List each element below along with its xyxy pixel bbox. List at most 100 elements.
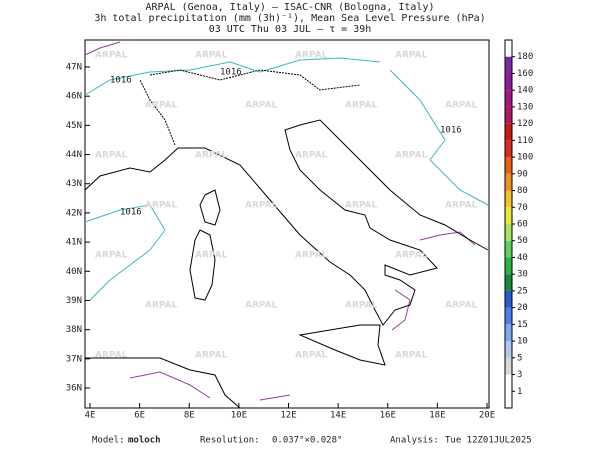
colorbar-label: 130 xyxy=(517,102,533,112)
colorbar-segment xyxy=(505,307,512,325)
colorbar-label: 90 xyxy=(517,169,528,179)
lat-label: 44N xyxy=(66,150,82,160)
colorbar-label: 5 xyxy=(517,353,522,363)
lat-label: 45N xyxy=(66,121,82,131)
lat-label: 38N xyxy=(66,325,82,335)
lon-label: 12E xyxy=(280,411,296,421)
border xyxy=(139,69,361,146)
watermark: ARPAL xyxy=(395,351,428,361)
axes: 4E 6E 8E 10E 12E 14E 16E 18E 20E 47N 46N 45N 44N 43N 4… xyxy=(66,63,495,421)
colorbar-segment xyxy=(505,240,512,258)
colorbar-label: 100 xyxy=(517,153,533,163)
lat-label: 36N xyxy=(66,384,82,394)
lon-label: 20E xyxy=(479,411,495,421)
colorbar-segment xyxy=(505,190,512,208)
header-line: 3h total precipitation (mm (3h)⁻¹), Mean… xyxy=(94,13,485,24)
footer-value: 0.037°×0.028° xyxy=(272,436,342,446)
footer: Model: moloch Resolution: 0.037°×0.028° … xyxy=(92,436,532,446)
lat-label: 41N xyxy=(66,238,82,248)
colorbar: 1 3 5 10 15 20 25 30 40 50 60 70 80 90 100 110 120 130 140… xyxy=(504,39,533,409)
watermark: ARPAL xyxy=(245,201,278,211)
colorbar-label: 30 xyxy=(517,270,528,280)
colorbar-label: 70 xyxy=(517,203,528,213)
colorbar-segment xyxy=(505,324,512,342)
isobar-label: 1016 xyxy=(110,76,132,86)
colorbar-segment xyxy=(505,90,512,107)
lat-label: 37N xyxy=(66,354,82,364)
footer-label: Resolution: xyxy=(200,436,260,446)
colorbar-segment xyxy=(505,56,512,74)
colorbar-segment xyxy=(505,157,512,174)
watermark: ARPAL xyxy=(95,51,128,61)
colorbar-label: 40 xyxy=(517,253,528,263)
watermark: ARPAL xyxy=(345,201,378,211)
isobar xyxy=(84,57,489,301)
colorbar-segment xyxy=(505,374,512,392)
footer-label: Analysis: xyxy=(390,436,439,446)
colorbar-label: 180 xyxy=(517,52,533,62)
lon-label: 4E xyxy=(85,411,96,421)
colorbar-label: 3 xyxy=(517,370,522,380)
coastline xyxy=(84,119,489,326)
watermark: ARPAL xyxy=(345,101,378,111)
lon-label: 18E xyxy=(429,411,445,421)
precip-contour xyxy=(84,41,476,401)
colorbar-label: 140 xyxy=(517,86,533,96)
watermark: ARPAL xyxy=(395,151,428,161)
colorbar-segment xyxy=(505,173,512,191)
watermark: ARPAL xyxy=(195,251,228,261)
watermark: ARPAL xyxy=(245,301,278,311)
colorbar-segment xyxy=(505,257,512,275)
watermark: ARPAL xyxy=(245,101,278,111)
watermarks: ARPAL ARPAL ARPAL ARPAL ARPAL ARPAL ARPAL ARPAL… xyxy=(95,51,478,361)
footer-value: Tue 12Z01JUL2025 xyxy=(445,436,532,446)
lat-label: 46N xyxy=(66,92,82,102)
colorbar-label: 50 xyxy=(517,236,528,246)
lon-label: 8E xyxy=(184,411,195,421)
watermark: ARPAL xyxy=(395,51,428,61)
lon-label: 6E xyxy=(134,411,145,421)
colorbar-segment xyxy=(505,123,512,141)
lat-label: 47N xyxy=(66,63,82,73)
sicily xyxy=(298,324,386,366)
isobar-label: 1016 xyxy=(220,68,242,78)
watermark: ARPAL xyxy=(445,101,478,111)
colorbar-segment xyxy=(505,106,512,124)
map-area xyxy=(84,39,490,409)
isobar-label: 1016 xyxy=(440,126,462,136)
colorbar-label: 60 xyxy=(517,220,528,230)
watermark: ARPAL xyxy=(295,151,328,161)
watermark: ARPAL xyxy=(195,51,228,61)
header-line: 03 UTC Thu 03 JUL — τ = 39h xyxy=(209,24,372,35)
colorbar-label: 15 xyxy=(517,320,528,330)
watermark: ARPAL xyxy=(395,251,428,261)
colorbar-segment xyxy=(505,224,512,241)
watermark: ARPAL xyxy=(445,201,478,211)
colorbar-label: 80 xyxy=(517,186,528,196)
colorbar-segment xyxy=(505,274,512,291)
watermark: ARPAL xyxy=(295,51,328,61)
watermark: ARPAL xyxy=(95,351,128,361)
lon-label: 10E xyxy=(231,411,247,421)
africa-coast xyxy=(85,357,241,409)
watermark: ARPAL xyxy=(345,301,378,311)
colorbar-label: 10 xyxy=(517,337,528,347)
sardinia xyxy=(189,229,216,301)
map-frame xyxy=(84,39,490,409)
colorbar-segment xyxy=(505,73,512,91)
colorbar-label: 20 xyxy=(517,303,528,313)
watermark: ARPAL xyxy=(295,351,328,361)
watermark: ARPAL xyxy=(195,151,228,161)
watermark: ARPAL xyxy=(145,101,178,111)
watermark: ARPAL xyxy=(445,301,478,311)
watermark: ARPAL xyxy=(145,201,178,211)
colorbar-label: 110 xyxy=(517,136,533,146)
footer-value: moloch xyxy=(128,436,161,446)
colorbar-label: 25 xyxy=(517,286,528,296)
isobar-label: 1016 xyxy=(120,208,142,218)
colorbar-segment xyxy=(505,341,512,358)
watermark: ARPAL xyxy=(195,351,228,361)
lon-label: 16E xyxy=(380,411,396,421)
lat-label: 42N xyxy=(66,208,82,218)
